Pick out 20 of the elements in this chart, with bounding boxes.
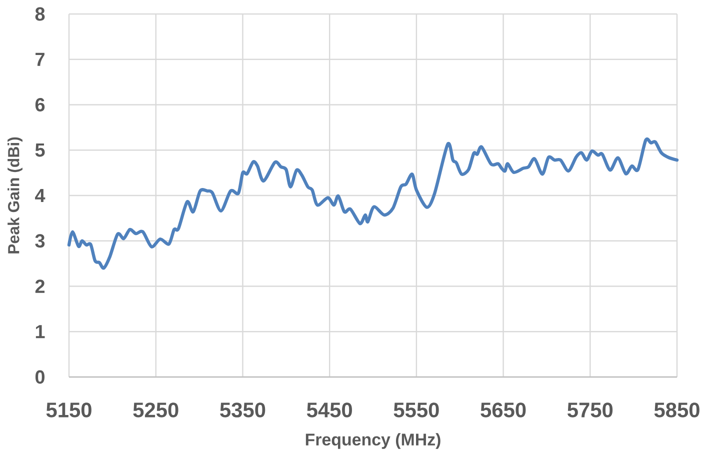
y-axis-title: Peak Gain (dBi) — [8, 137, 22, 254]
x-tick-label: 5350 — [220, 402, 266, 418]
y-tick-label: 8 — [35, 7, 45, 21]
x-tick-label: 5150 — [46, 402, 92, 418]
y-tick-label: 2 — [35, 280, 45, 293]
x-tick-label: 5450 — [306, 402, 352, 418]
x-tick-label: 5850 — [654, 402, 700, 418]
y-tick-label: 4 — [35, 188, 46, 202]
x-tick-label: 5550 — [394, 402, 439, 418]
x-tick-label: 5750 — [568, 402, 613, 418]
y-tick-label: 0 — [35, 370, 44, 384]
y-tick-label: 6 — [35, 98, 45, 112]
y-tick-label: 7 — [36, 52, 44, 66]
y-tick-label: 1 — [36, 325, 45, 338]
x-tick-label: 5250 — [133, 402, 178, 418]
y-tick-label: 3 — [35, 234, 45, 248]
x-tick-label: 5650 — [480, 402, 526, 418]
x-axis-title: Frequency (MHz) — [306, 433, 440, 449]
y-tick-label: 5 — [35, 144, 45, 157]
line-series — [67, 138, 679, 270]
